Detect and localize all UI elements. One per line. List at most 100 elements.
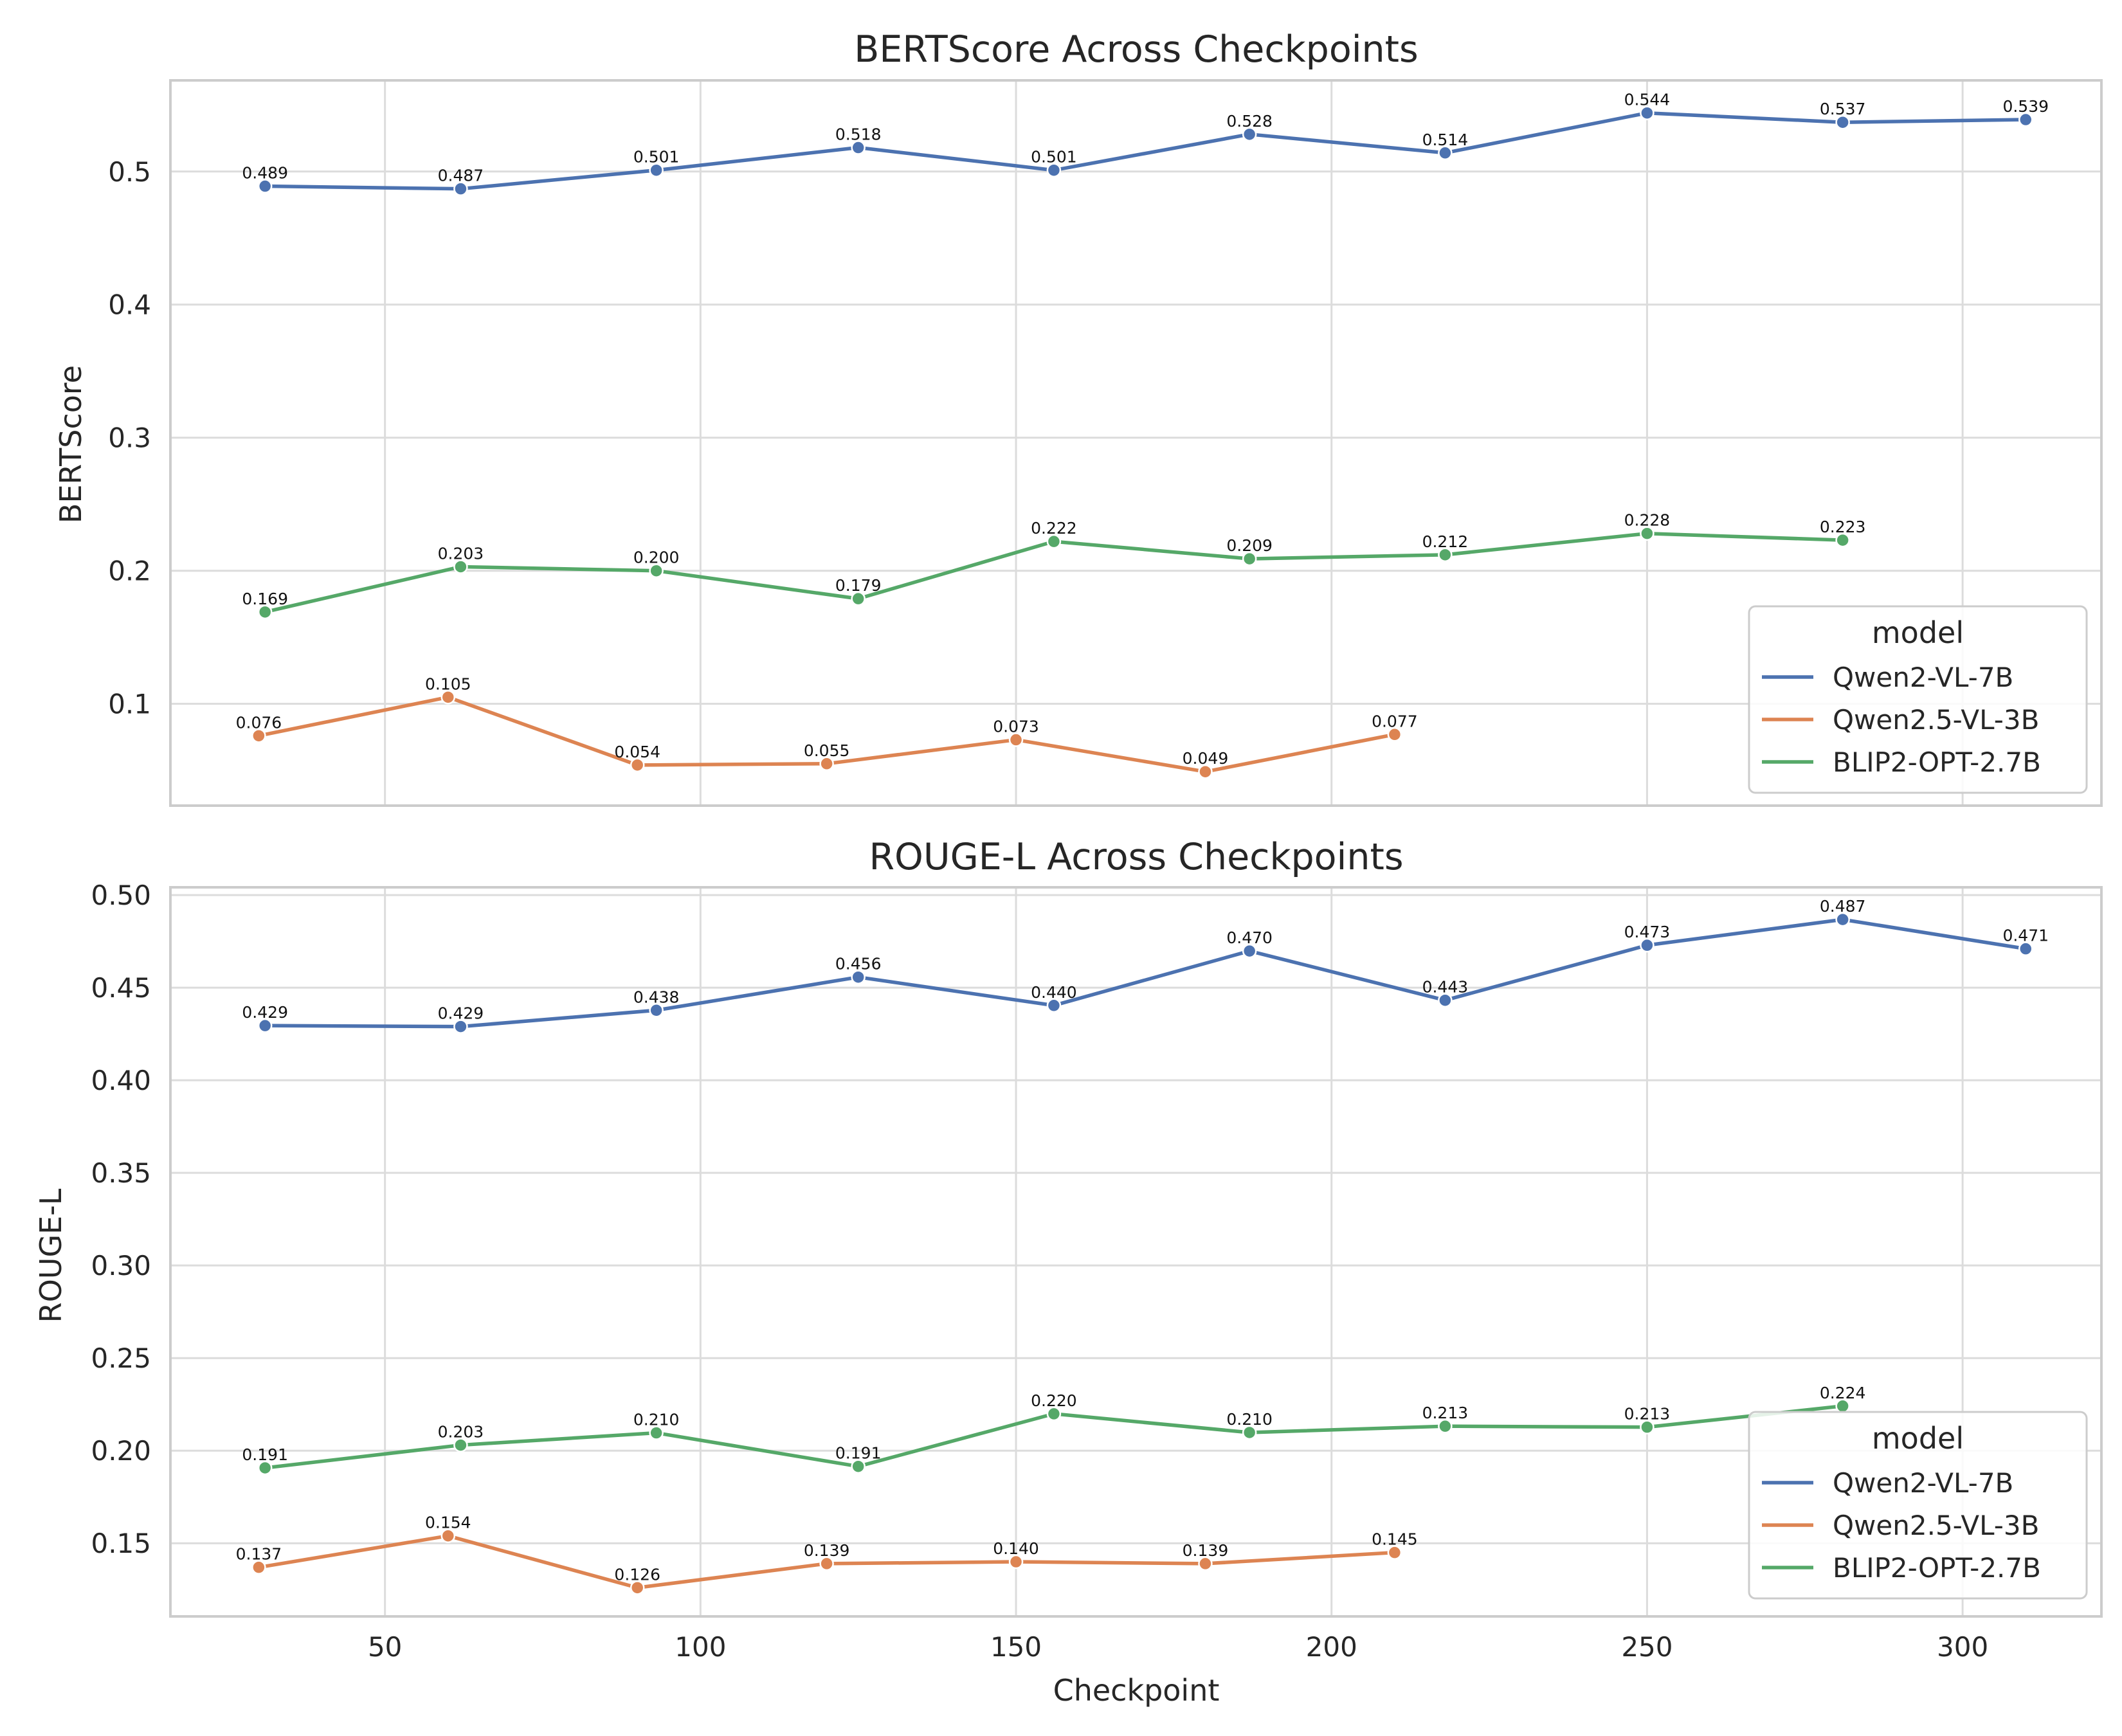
data-point <box>440 690 456 705</box>
data-point <box>1008 1554 1024 1569</box>
data-label: 0.223 <box>1820 518 1866 536</box>
data-label: 0.222 <box>1031 519 1077 538</box>
y-tick-label: 0.30 <box>91 1250 151 1281</box>
legend-entry: Qwen2-VL-7B <box>1833 662 2013 693</box>
data-label: 0.073 <box>993 718 1039 736</box>
legend-box <box>1748 1411 2088 1600</box>
data-point <box>819 1556 834 1571</box>
data-label: 0.169 <box>242 590 288 608</box>
grid <box>170 80 2101 806</box>
data-point <box>257 1018 273 1033</box>
data-point <box>851 970 866 984</box>
data-point <box>2018 941 2033 956</box>
legend-entry: Qwen2.5-VL-3B <box>1833 1510 2039 1541</box>
series-line <box>265 918 2026 1029</box>
data-label: 0.126 <box>614 1565 660 1584</box>
data-label: 0.139 <box>1183 1541 1229 1560</box>
data-label: 0.179 <box>835 576 882 595</box>
data-point <box>1008 732 1024 747</box>
data-point <box>1640 105 1655 120</box>
legend-entry: Qwen2.5-VL-3B <box>1833 704 2039 736</box>
data-point <box>251 1560 266 1575</box>
data-label: 0.220 <box>1031 1391 1077 1410</box>
data-label: 0.209 <box>1226 536 1273 555</box>
legend-entry: BLIP2-OPT-2.7B <box>1833 1552 2041 1584</box>
data-point <box>1242 127 1257 142</box>
data-label: 0.537 <box>1820 100 1866 118</box>
data-point <box>851 1459 866 1474</box>
data-label: 0.470 <box>1226 928 1273 947</box>
data-point <box>819 756 834 772</box>
data-point <box>851 140 866 155</box>
data-point <box>1046 534 1062 549</box>
series-qwen2-vl-7b: 0.489 0.487 0.501 0.518 0.501 0.528 0.514 0.544… <box>242 91 2049 196</box>
data-label: 0.528 <box>1226 112 1273 131</box>
x-tick-label: 250 <box>1621 1631 1673 1663</box>
data-point <box>1387 727 1402 742</box>
data-label: 0.049 <box>1183 749 1229 768</box>
data-point <box>1438 993 1453 1008</box>
x-axis-label: Checkpoint <box>1053 1673 1220 1708</box>
data-label: 0.539 <box>2002 97 2049 116</box>
series-blip2-opt-2-7b: 0.191 0.203 0.210 0.191 0.220 0.210 0.213 0.213… <box>242 1384 1865 1476</box>
data-point <box>1046 998 1062 1013</box>
data-point <box>649 163 664 177</box>
x-tick-label: 150 <box>990 1631 1042 1663</box>
data-label: 0.191 <box>242 1445 288 1464</box>
data-point <box>630 757 645 773</box>
data-label: 0.213 <box>1422 1404 1469 1422</box>
legend: model Qwen2-VL-7B Qwen2.5-VL-3B BLIP2-OPT-2… <box>1748 605 2088 794</box>
data-point <box>1046 1406 1062 1422</box>
data-label: 0.077 <box>1372 712 1418 730</box>
y-tick-label: 0.25 <box>91 1343 151 1374</box>
y-tick-label: 0.2 <box>108 556 151 587</box>
legend-title: model <box>1872 615 1964 650</box>
legend: model Qwen2-VL-7B Qwen2.5-VL-3B BLIP2-OPT-2… <box>1748 1411 2088 1600</box>
plot-frame <box>169 886 2103 1618</box>
data-label: 0.145 <box>1372 1530 1418 1549</box>
data-point <box>1242 551 1257 566</box>
data-point <box>1242 1425 1257 1440</box>
data-label: 0.055 <box>804 741 850 760</box>
y-tick-label: 0.45 <box>91 972 151 1004</box>
series-qwen2-vl-7b: 0.429 0.429 0.438 0.456 0.440 0.470 0.443 0.473… <box>242 897 2049 1034</box>
data-label: 0.076 <box>236 713 282 732</box>
data-point <box>1046 163 1062 177</box>
data-label: 0.487 <box>1820 897 1866 916</box>
data-point <box>257 604 273 620</box>
data-point <box>1835 532 1850 548</box>
data-point <box>1438 547 1453 563</box>
series-qwen2-5-vl-3b: 0.076 0.105 0.054 0.055 0.073 0.049 0.077 <box>236 674 1418 779</box>
data-point <box>257 179 273 194</box>
data-label: 0.210 <box>633 1411 680 1429</box>
data-label: 0.154 <box>425 1514 471 1532</box>
y-tick-label: 0.1 <box>108 689 151 720</box>
rouge-l-panel: ROUGE-L Across Checkpoints ROUGE-L Check… <box>33 836 2103 1708</box>
data-point <box>1198 764 1213 779</box>
chart-title: BERTScore Across Checkpoints <box>854 28 1418 71</box>
y-tick-label: 0.3 <box>108 422 151 454</box>
data-label: 0.212 <box>1422 532 1469 551</box>
bertscore-panel: BERTScore Across Checkpoints BERTScore 0… <box>53 28 2103 807</box>
data-point <box>440 1528 456 1543</box>
series-blip2-opt-2-7b: 0.169 0.203 0.200 0.179 0.222 0.209 0.212 0.228… <box>242 511 1866 620</box>
data-point <box>453 559 468 574</box>
data-point <box>1835 114 1850 130</box>
data-label: 0.456 <box>835 955 882 973</box>
data-label: 0.473 <box>1624 923 1671 941</box>
data-point <box>1640 1420 1655 1434</box>
data-label: 0.518 <box>835 125 882 144</box>
y-tick-label: 0.35 <box>91 1157 151 1189</box>
data-label: 0.514 <box>1422 131 1469 149</box>
data-label: 0.210 <box>1226 1410 1273 1429</box>
data-label: 0.213 <box>1624 1405 1671 1424</box>
series-line <box>265 111 2026 191</box>
data-point <box>2018 112 2033 127</box>
data-point <box>1438 1418 1453 1434</box>
data-label: 0.191 <box>835 1444 882 1463</box>
data-point <box>453 1438 468 1452</box>
data-label: 0.105 <box>425 674 471 693</box>
data-label: 0.487 <box>438 167 484 185</box>
data-point <box>1242 943 1257 959</box>
